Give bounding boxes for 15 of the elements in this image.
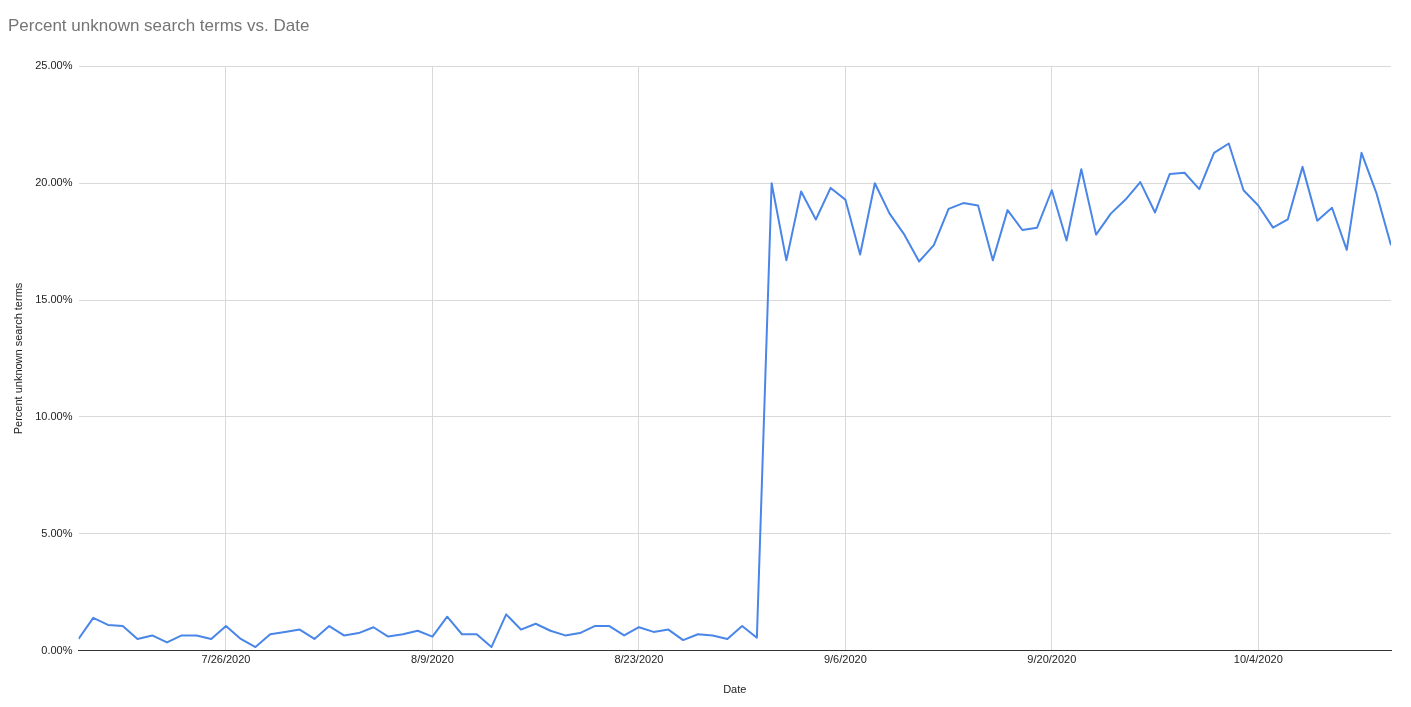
chart-title: Percent unknown search terms vs. Date — [8, 15, 310, 35]
x-tick-label: 9/6/2020 — [823, 653, 867, 666]
x-tick-label: 9/20/2020 — [1027, 653, 1077, 666]
x-tick-label: 7/26/2020 — [201, 653, 251, 666]
y-tick-label: 25.00% — [35, 59, 73, 72]
x-tick-label: 8/9/2020 — [411, 653, 454, 666]
y-axis-title: Percent unknown search terms — [11, 282, 24, 435]
x-tick-label: 8/23/2020 — [614, 653, 664, 666]
x-axis-title: Date — [723, 683, 747, 696]
y-tick-label: 15.00% — [35, 293, 73, 306]
x-tick-label: 10/4/2020 — [1233, 653, 1283, 666]
y-tick-label: 0.00% — [41, 643, 73, 656]
y-tick-label: 10.00% — [35, 409, 73, 422]
y-tick-label: 20.00% — [35, 176, 73, 189]
y-tick-label: 5.00% — [41, 526, 73, 539]
